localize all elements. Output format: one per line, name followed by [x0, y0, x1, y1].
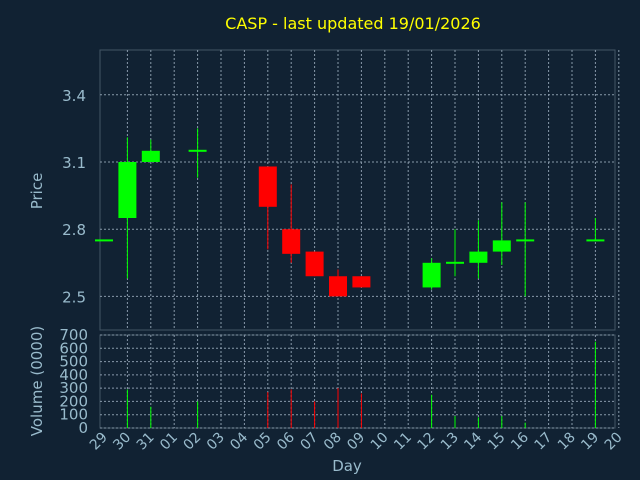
- price-y-tick-label: 2.8: [62, 221, 86, 239]
- volume-y-tick-label: 600: [59, 339, 88, 357]
- candle-body: [282, 229, 301, 254]
- volume-y-tick-label: 500: [59, 353, 88, 371]
- price-y-tick-label: 2.5: [62, 288, 86, 306]
- candle-body: [516, 239, 535, 242]
- volume-y-tick-label: 0: [78, 419, 88, 437]
- price-y-tick-label: 3.1: [62, 154, 86, 172]
- candle-body: [258, 166, 277, 207]
- candle-body: [95, 239, 113, 242]
- candle-body: [118, 162, 137, 218]
- volume-y-tick-label: 300: [59, 379, 88, 397]
- x-axis-label: Day: [332, 457, 362, 475]
- candle-body: [492, 240, 511, 252]
- price-panel-frame: [99, 49, 616, 331]
- candle-body: [422, 262, 441, 288]
- candle-body: [586, 239, 605, 242]
- volume-axis-label: Volume (0000): [28, 326, 46, 436]
- volume-bars: [126, 341, 596, 428]
- price-y-tick-labels: 2.5 2.8 3.1 3.4: [62, 87, 86, 307]
- candle-body: [469, 251, 488, 263]
- x-tick-labels: 29 30 31 01 02 03 04 05 06 07 08 09 10 11 12 13 14 15 16 17…: [87, 429, 626, 453]
- volume-y-tick-label: 200: [59, 392, 88, 410]
- candle-body: [329, 276, 347, 297]
- chart-title: CASP - last updated 19/01/2026: [225, 14, 481, 33]
- price-axis-label: Price: [28, 173, 46, 210]
- candles: [95, 128, 605, 297]
- price-y-tick-label: 3.4: [62, 87, 86, 105]
- candle-body: [141, 150, 160, 162]
- volume-y-tick-label: 400: [59, 366, 88, 384]
- volume-y-tick-label: 100: [59, 406, 88, 424]
- candle-body: [305, 251, 324, 277]
- candle-body: [446, 261, 464, 264]
- candle-body: [188, 149, 207, 152]
- volume-y-tick-label: 700: [59, 326, 88, 344]
- candle-body: [352, 276, 371, 288]
